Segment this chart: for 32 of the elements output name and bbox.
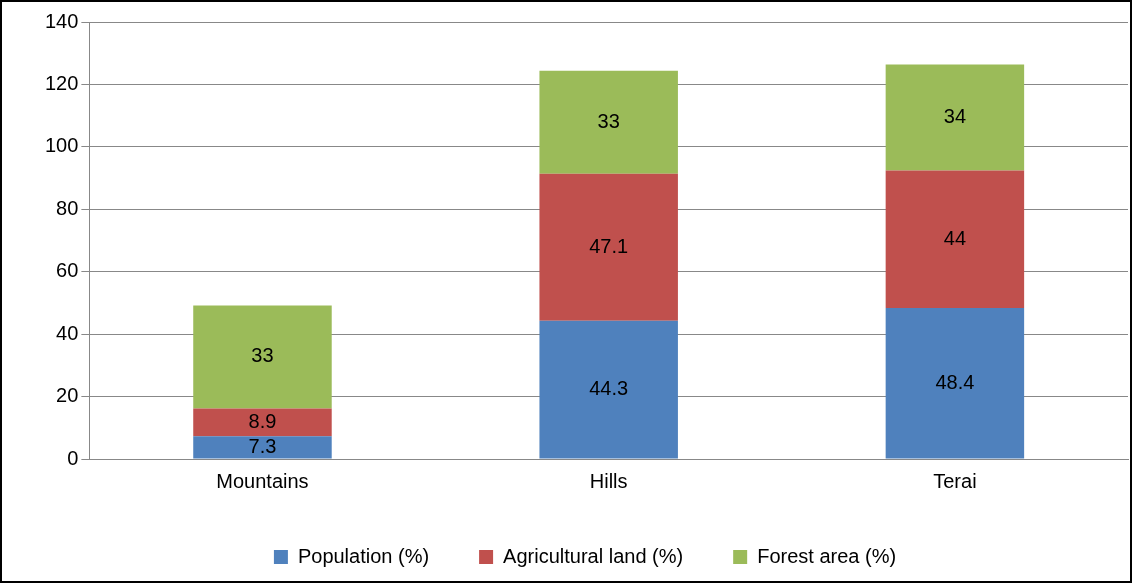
bar xyxy=(193,436,332,459)
y-tick-label: 60 xyxy=(56,259,79,282)
legend-label: Population (%) xyxy=(297,544,430,567)
y-tick-label: 120 xyxy=(44,71,79,94)
data-label: 34 xyxy=(943,105,967,128)
y-tick-label: 100 xyxy=(44,134,79,157)
data-label: 44 xyxy=(943,226,967,249)
bar xyxy=(539,173,678,321)
legend-label: Forest area (%) xyxy=(757,544,897,567)
data-label: 48.4 xyxy=(935,370,975,393)
bar xyxy=(885,307,1025,459)
data-label: 7.3 xyxy=(248,434,277,457)
y-tick-label: 40 xyxy=(56,321,79,344)
y-tick-label: 80 xyxy=(56,196,79,219)
y-tick-label: 0 xyxy=(67,446,79,469)
bar xyxy=(885,64,1025,171)
y-tick-label: 140 xyxy=(44,9,79,32)
data-label: 47.1 xyxy=(589,234,629,257)
bar xyxy=(885,170,1025,308)
bar xyxy=(193,305,332,409)
x-tick-label: Terai xyxy=(933,469,977,492)
x-tick-label: Hills xyxy=(589,469,628,492)
data-label: 33 xyxy=(251,344,274,367)
x-tick-label: Mountains xyxy=(216,469,309,492)
data-label: 44.3 xyxy=(589,377,629,400)
data-label: 33 xyxy=(597,109,620,132)
y-tick-label: 20 xyxy=(56,384,79,407)
data-label: 8.9 xyxy=(248,409,277,432)
bar xyxy=(193,408,332,437)
bar xyxy=(539,70,678,174)
bar xyxy=(539,320,678,459)
legend-label: Agricultural land (%) xyxy=(503,544,684,567)
